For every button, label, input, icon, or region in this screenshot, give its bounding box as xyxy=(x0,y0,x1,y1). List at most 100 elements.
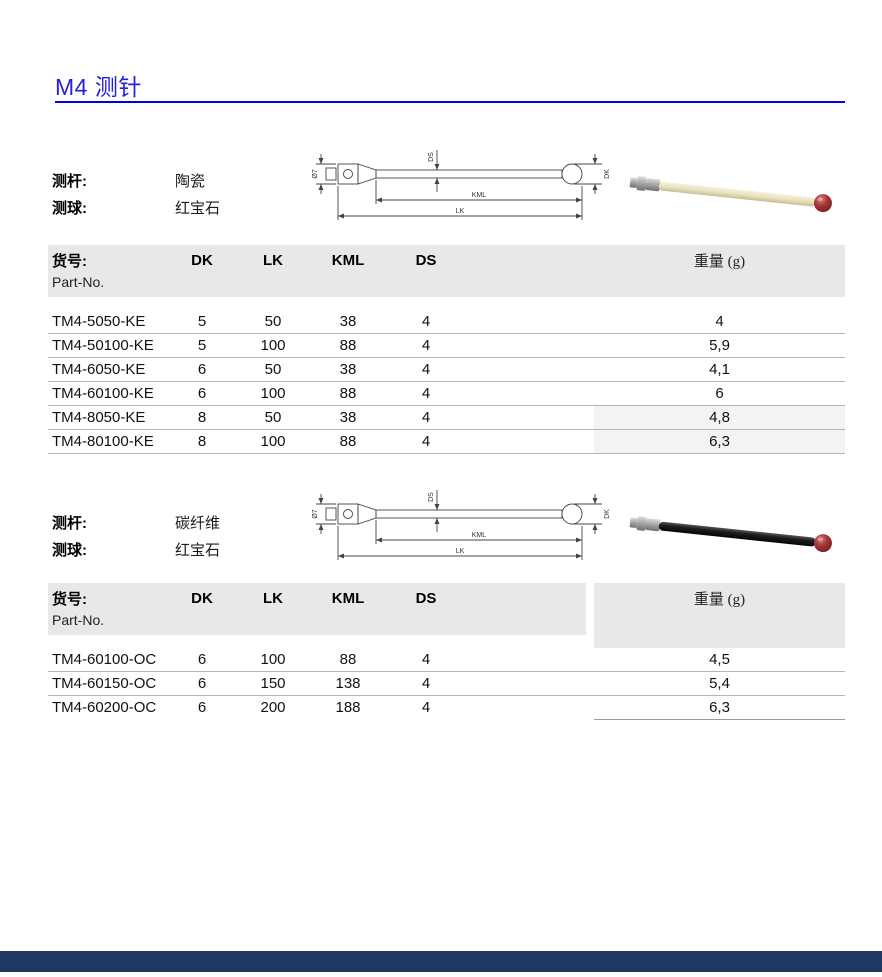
dim-label-dk: DK xyxy=(604,509,611,519)
cell-ds: 4 xyxy=(421,651,431,668)
cell-weight: 4,5 xyxy=(709,651,730,668)
col-ds: DS xyxy=(415,590,437,607)
dim-label-lk: LK xyxy=(456,208,465,215)
cell-lk: 100 xyxy=(260,433,286,450)
cell-kml: 88 xyxy=(339,651,357,668)
cell-weight: 4 xyxy=(715,313,724,330)
stylus-photo-ceramic xyxy=(629,176,832,213)
ball-value: 红宝石 xyxy=(175,542,221,559)
table1-header xyxy=(48,245,845,297)
cell-weight: 6,3 xyxy=(594,430,845,453)
cell-dk: 8 xyxy=(197,409,207,426)
cell-ds: 4 xyxy=(421,385,431,402)
table-row: TM4-60150-OC 6 150 138 4 5,4 xyxy=(48,672,845,696)
ball-label: 测球: xyxy=(52,542,87,559)
cell-dk: 5 xyxy=(197,337,207,354)
stylus-dimension-drawing: Ø7 DS DK KML LK xyxy=(312,150,611,220)
col-part-no-en: Part-No. xyxy=(52,612,105,628)
cell-lk: 100 xyxy=(260,385,286,402)
cell-weight: 4,8 xyxy=(594,406,845,429)
cell-part-no: TM4-60100-OC xyxy=(52,651,157,668)
table-row: TM4-60100-KE 6 100 88 4 6 xyxy=(48,382,845,406)
col-part-no-cn: 货号: xyxy=(52,591,87,608)
col-kml: KML xyxy=(331,252,365,269)
col-weight: 重量 (g) xyxy=(693,592,746,608)
cell-part-no: TM4-60150-OC xyxy=(52,675,157,692)
cell-lk: 150 xyxy=(260,675,286,692)
cell-kml: 88 xyxy=(339,385,357,402)
ball-label: 测球: xyxy=(52,200,87,217)
cell-dk: 6 xyxy=(197,385,207,402)
col-dk: DK xyxy=(191,252,213,269)
cell-part-no: TM4-80100-KE xyxy=(52,433,154,450)
cell-kml: 188 xyxy=(335,699,361,716)
col-part-no-en: Part-No. xyxy=(52,274,105,290)
shaft-label: 测杆: xyxy=(52,173,87,190)
col-ds: DS xyxy=(415,252,437,269)
cell-lk: 50 xyxy=(264,409,282,426)
table-row: TM4-8050-KE 8 50 38 4 4,8 xyxy=(48,406,845,430)
dim-label-diameter: Ø7 xyxy=(312,509,319,518)
cell-dk: 6 xyxy=(197,699,207,716)
dim-label-ds: DS xyxy=(428,152,435,162)
cell-dk: 5 xyxy=(197,313,207,330)
dim-label-diameter: Ø7 xyxy=(312,169,319,178)
cell-ds: 4 xyxy=(421,361,431,378)
shaft-value: 碳纤维 xyxy=(175,515,221,532)
table-row: TM4-50100-KE 5 100 88 4 5,9 xyxy=(48,334,845,358)
cell-lk: 100 xyxy=(260,651,286,668)
cell-lk: 50 xyxy=(264,313,282,330)
dim-label-dk: DK xyxy=(604,169,611,179)
col-kml: KML xyxy=(331,590,365,607)
cell-part-no: TM4-8050-KE xyxy=(52,409,146,426)
table-row: TM4-5050-KE 5 50 38 4 4 xyxy=(48,310,845,334)
cell-ds: 4 xyxy=(421,699,431,716)
footer-bar xyxy=(0,951,882,972)
dim-label-ds: DS xyxy=(428,492,435,502)
table2-header xyxy=(48,583,586,635)
cell-kml: 88 xyxy=(339,433,357,450)
table-row: TM4-80100-KE 8 100 88 4 6,3 xyxy=(48,430,845,454)
cell-weight: 4,1 xyxy=(709,361,730,378)
cell-kml: 38 xyxy=(339,409,357,426)
cell-kml: 88 xyxy=(339,337,357,354)
cell-ds: 4 xyxy=(421,675,431,692)
col-lk: LK xyxy=(263,252,283,269)
weight-column-bottom-rule xyxy=(594,719,845,720)
col-weight: 重量 (g) xyxy=(693,254,746,270)
cell-kml: 38 xyxy=(339,361,357,378)
col-part-no-cn: 货号: xyxy=(52,253,87,270)
cell-weight: 5,9 xyxy=(709,337,730,354)
table-row: TM4-60100-OC 6 100 88 4 4,5 xyxy=(48,648,845,672)
dim-label-kml: KML xyxy=(472,532,487,539)
cell-dk: 6 xyxy=(197,675,207,692)
cell-ds: 4 xyxy=(421,433,431,450)
cell-ds: 4 xyxy=(421,337,431,354)
ball-value: 红宝石 xyxy=(175,200,221,217)
table2-weight-header xyxy=(594,583,845,648)
page-title: M4 测针 xyxy=(55,74,142,100)
table-row: TM4-60200-OC 6 200 188 4 6,3 xyxy=(48,696,845,719)
col-lk: LK xyxy=(263,590,283,607)
cell-dk: 6 xyxy=(197,651,207,668)
title-rule xyxy=(55,101,845,103)
cell-part-no: TM4-5050-KE xyxy=(52,313,146,330)
cell-kml: 138 xyxy=(335,675,361,692)
stylus-photo-carbon xyxy=(629,516,832,553)
cell-part-no: TM4-50100-KE xyxy=(52,337,154,354)
cell-part-no: TM4-6050-KE xyxy=(52,361,146,378)
cell-kml: 38 xyxy=(339,313,357,330)
cell-ds: 4 xyxy=(421,313,431,330)
cell-part-no: TM4-60100-KE xyxy=(52,385,154,402)
stylus-dimension-drawing: Ø7 DS DK KML LK xyxy=(312,490,611,560)
cell-ds: 4 xyxy=(421,409,431,426)
table-row: TM4-6050-KE 6 50 38 4 4,1 xyxy=(48,358,845,382)
col-dk: DK xyxy=(191,590,213,607)
dim-label-lk: LK xyxy=(456,548,465,555)
cell-part-no: TM4-60200-OC xyxy=(52,699,157,716)
cell-dk: 6 xyxy=(197,361,207,378)
cell-lk: 50 xyxy=(264,361,282,378)
shaft-value: 陶瓷 xyxy=(175,173,206,190)
cell-weight: 5,4 xyxy=(709,675,730,692)
